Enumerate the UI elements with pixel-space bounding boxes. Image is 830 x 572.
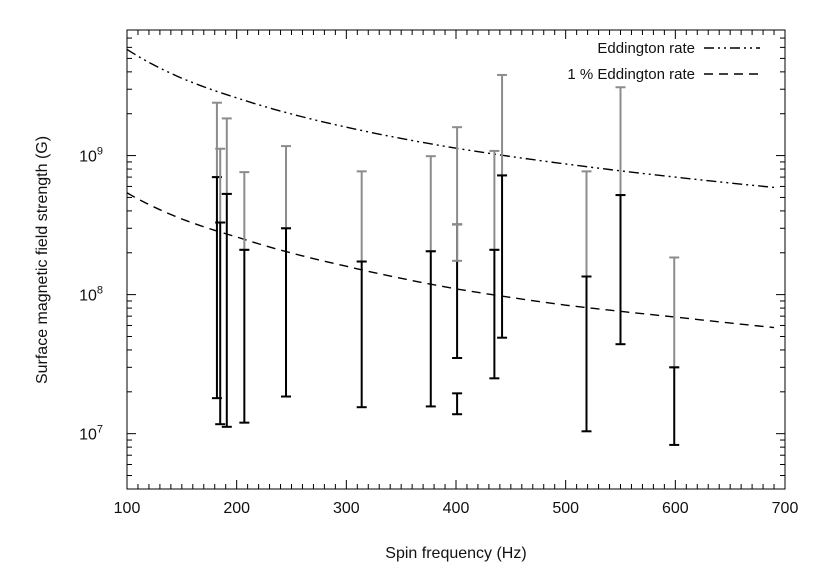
legend-label: 1 % Eddington rate xyxy=(567,66,695,83)
x-tick-label: 100 xyxy=(114,500,141,517)
curve-1pct-eddington-rate xyxy=(126,192,775,329)
x-axis-label: Spin frequency (Hz) xyxy=(385,545,526,562)
major-ticks xyxy=(126,30,786,489)
legend-label: Eddington rate xyxy=(597,40,695,57)
y-tick-exponent: 8 xyxy=(97,285,103,297)
x-tick-label: 400 xyxy=(443,500,470,517)
error-bar-group xyxy=(497,73,508,339)
y-axis-label: Surface magnetic field strength (G) xyxy=(34,136,51,384)
y-tick-base: 10 xyxy=(79,288,97,305)
error-bar-group xyxy=(581,170,592,433)
error-bar-group xyxy=(425,155,436,408)
error-bar-group xyxy=(281,145,292,398)
error-bar-group xyxy=(615,86,626,346)
error-bar-group xyxy=(669,256,680,446)
y-tick-label: 107 xyxy=(79,424,103,444)
error-bar-group xyxy=(452,223,463,416)
curve-eddington-rate xyxy=(126,48,775,189)
error-bars xyxy=(211,73,680,446)
error-bar-group xyxy=(489,149,500,380)
y-tick-base: 10 xyxy=(79,427,97,444)
x-tick-label: 600 xyxy=(662,500,689,517)
x-tick-label: 200 xyxy=(223,500,250,517)
x-tick-label: 700 xyxy=(772,500,799,517)
minor-ticks xyxy=(127,29,785,490)
y-tick-base: 10 xyxy=(79,149,97,166)
x-tick-label: 300 xyxy=(333,500,360,517)
error-bar-group xyxy=(215,147,226,426)
legend: Eddington rate 1 % Eddington rate xyxy=(567,40,760,83)
plot-frame xyxy=(126,29,786,490)
x-tick-label: 500 xyxy=(552,500,579,517)
y-tick-label: 108 xyxy=(79,285,103,305)
x-tick-labels: 100 200 300 400 500 600 700 xyxy=(114,500,799,517)
error-bar-group xyxy=(239,171,250,424)
y-tick-label: 109 xyxy=(79,146,103,166)
error-bar-group xyxy=(221,117,232,428)
error-bar-group xyxy=(356,170,367,409)
y-tick-exponent: 7 xyxy=(97,424,103,436)
reference-curves xyxy=(126,48,775,329)
y-tick-exponent: 9 xyxy=(97,146,103,158)
